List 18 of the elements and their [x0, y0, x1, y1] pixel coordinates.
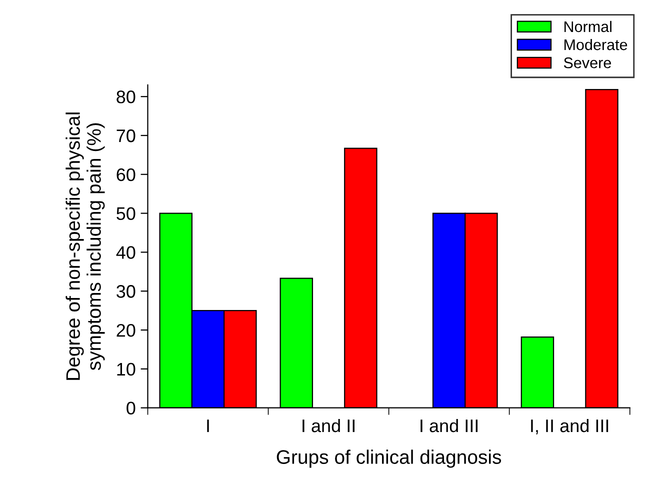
- y-tick-label: 20: [116, 324, 136, 337]
- x-tick-label: I and III: [420, 418, 478, 432]
- y-tick-label: 10: [117, 362, 136, 376]
- legend-label: Normal: [564, 20, 612, 32]
- y-tick-label: 30: [116, 285, 136, 298]
- legend-label: Moderate: [564, 38, 628, 50]
- x-tick-label: I, II and III: [531, 418, 608, 434]
- y-tick-label: 60: [116, 168, 136, 182]
- y-tick-label: 0: [126, 402, 136, 415]
- y-axis-title: Degree of non-specific physical symptoms including pain (%): [66, 112, 105, 380]
- legend-label: Severe: [564, 57, 611, 68]
- x-tick-label: I and II: [302, 418, 354, 432]
- x-tick-label: I: [207, 420, 209, 432]
- y-tick-label: 40: [116, 246, 136, 259]
- y-tick-label: 50: [116, 207, 136, 220]
- y-tick-label: 80: [116, 90, 136, 104]
- y-tick-label: 70: [116, 129, 136, 142]
- x-axis-title: Grups of clinical diagnosis: [276, 450, 502, 468]
